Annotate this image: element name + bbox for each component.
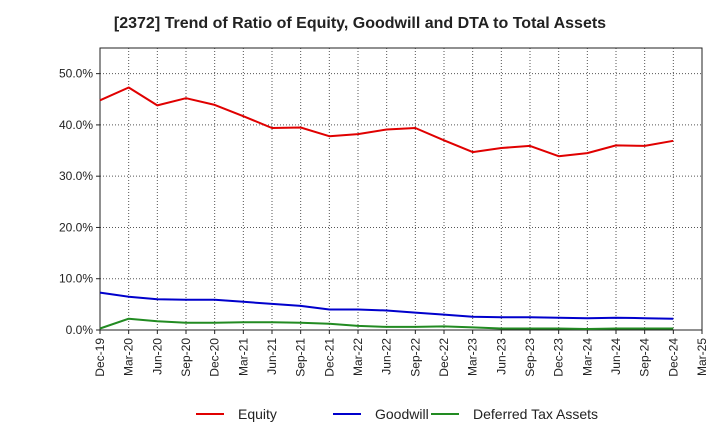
x-tick-label: Jun-22 [380, 338, 394, 375]
legend-label-equity: Equity [238, 406, 277, 422]
series-line-deferred-tax-assets [99, 317, 674, 330]
y-tick-label: 30.0% [59, 169, 93, 183]
x-tick-label: Dec-20 [208, 338, 222, 377]
x-tick-label: Dec-19 [93, 338, 107, 377]
x-tick-label: Sep-23 [523, 338, 537, 377]
x-tick-label: Dec-22 [437, 338, 451, 377]
y-tick-label: 10.0% [59, 272, 93, 286]
y-tick-label: 20.0% [59, 220, 93, 234]
plot-area-frame [99, 47, 703, 331]
x-tick-label: Sep-22 [408, 338, 422, 377]
x-tick-label: Sep-20 [179, 338, 193, 377]
series-line-equity [99, 86, 674, 158]
legend: Equity Goodwill Deferred Tax Assets [196, 406, 598, 422]
x-tick-label: Mar-22 [351, 338, 365, 376]
x-tick-label: Dec-21 [322, 338, 336, 377]
series-lines [99, 86, 674, 330]
x-tick-label: Mar-25 [695, 338, 709, 376]
x-tick-label: Mar-21 [236, 338, 250, 376]
x-tick-label: Mar-24 [580, 338, 594, 376]
x-tick-label: Dec-23 [552, 338, 566, 377]
x-tick-label: Dec-24 [666, 338, 680, 377]
y-tick-label: 0.0% [66, 323, 94, 337]
y-tick-label: 40.0% [59, 118, 93, 132]
legend-label-goodwill: Goodwill [375, 406, 429, 422]
chart-title: [2372] Trend of Ratio of Equity, Goodwil… [113, 15, 607, 32]
y-axis: 0.0% 10.0% 20.0% 30.0% 40.0% 50.0% [59, 67, 100, 337]
x-tick-label: Jun-21 [265, 338, 279, 375]
x-tick-label: Sep-21 [294, 338, 308, 377]
x-tick-label: Mar-20 [122, 338, 136, 376]
series-line-goodwill [99, 291, 674, 320]
x-tick-label: Jun-24 [609, 338, 623, 375]
x-axis: Dec-19 Mar-20 Jun-20 Sep-20 Dec-20 Mar-21 Jun-… [93, 330, 709, 377]
x-tick-label: Mar-23 [466, 338, 480, 376]
x-tick-label: Jun-23 [494, 338, 508, 375]
legend-label-deferred-tax-assets: Deferred Tax Assets [473, 406, 598, 422]
grid-lines [100, 48, 702, 330]
x-tick-label: Sep-24 [638, 338, 652, 377]
y-tick-label: 50.0% [59, 67, 93, 81]
x-tick-label: Jun-20 [150, 338, 164, 375]
